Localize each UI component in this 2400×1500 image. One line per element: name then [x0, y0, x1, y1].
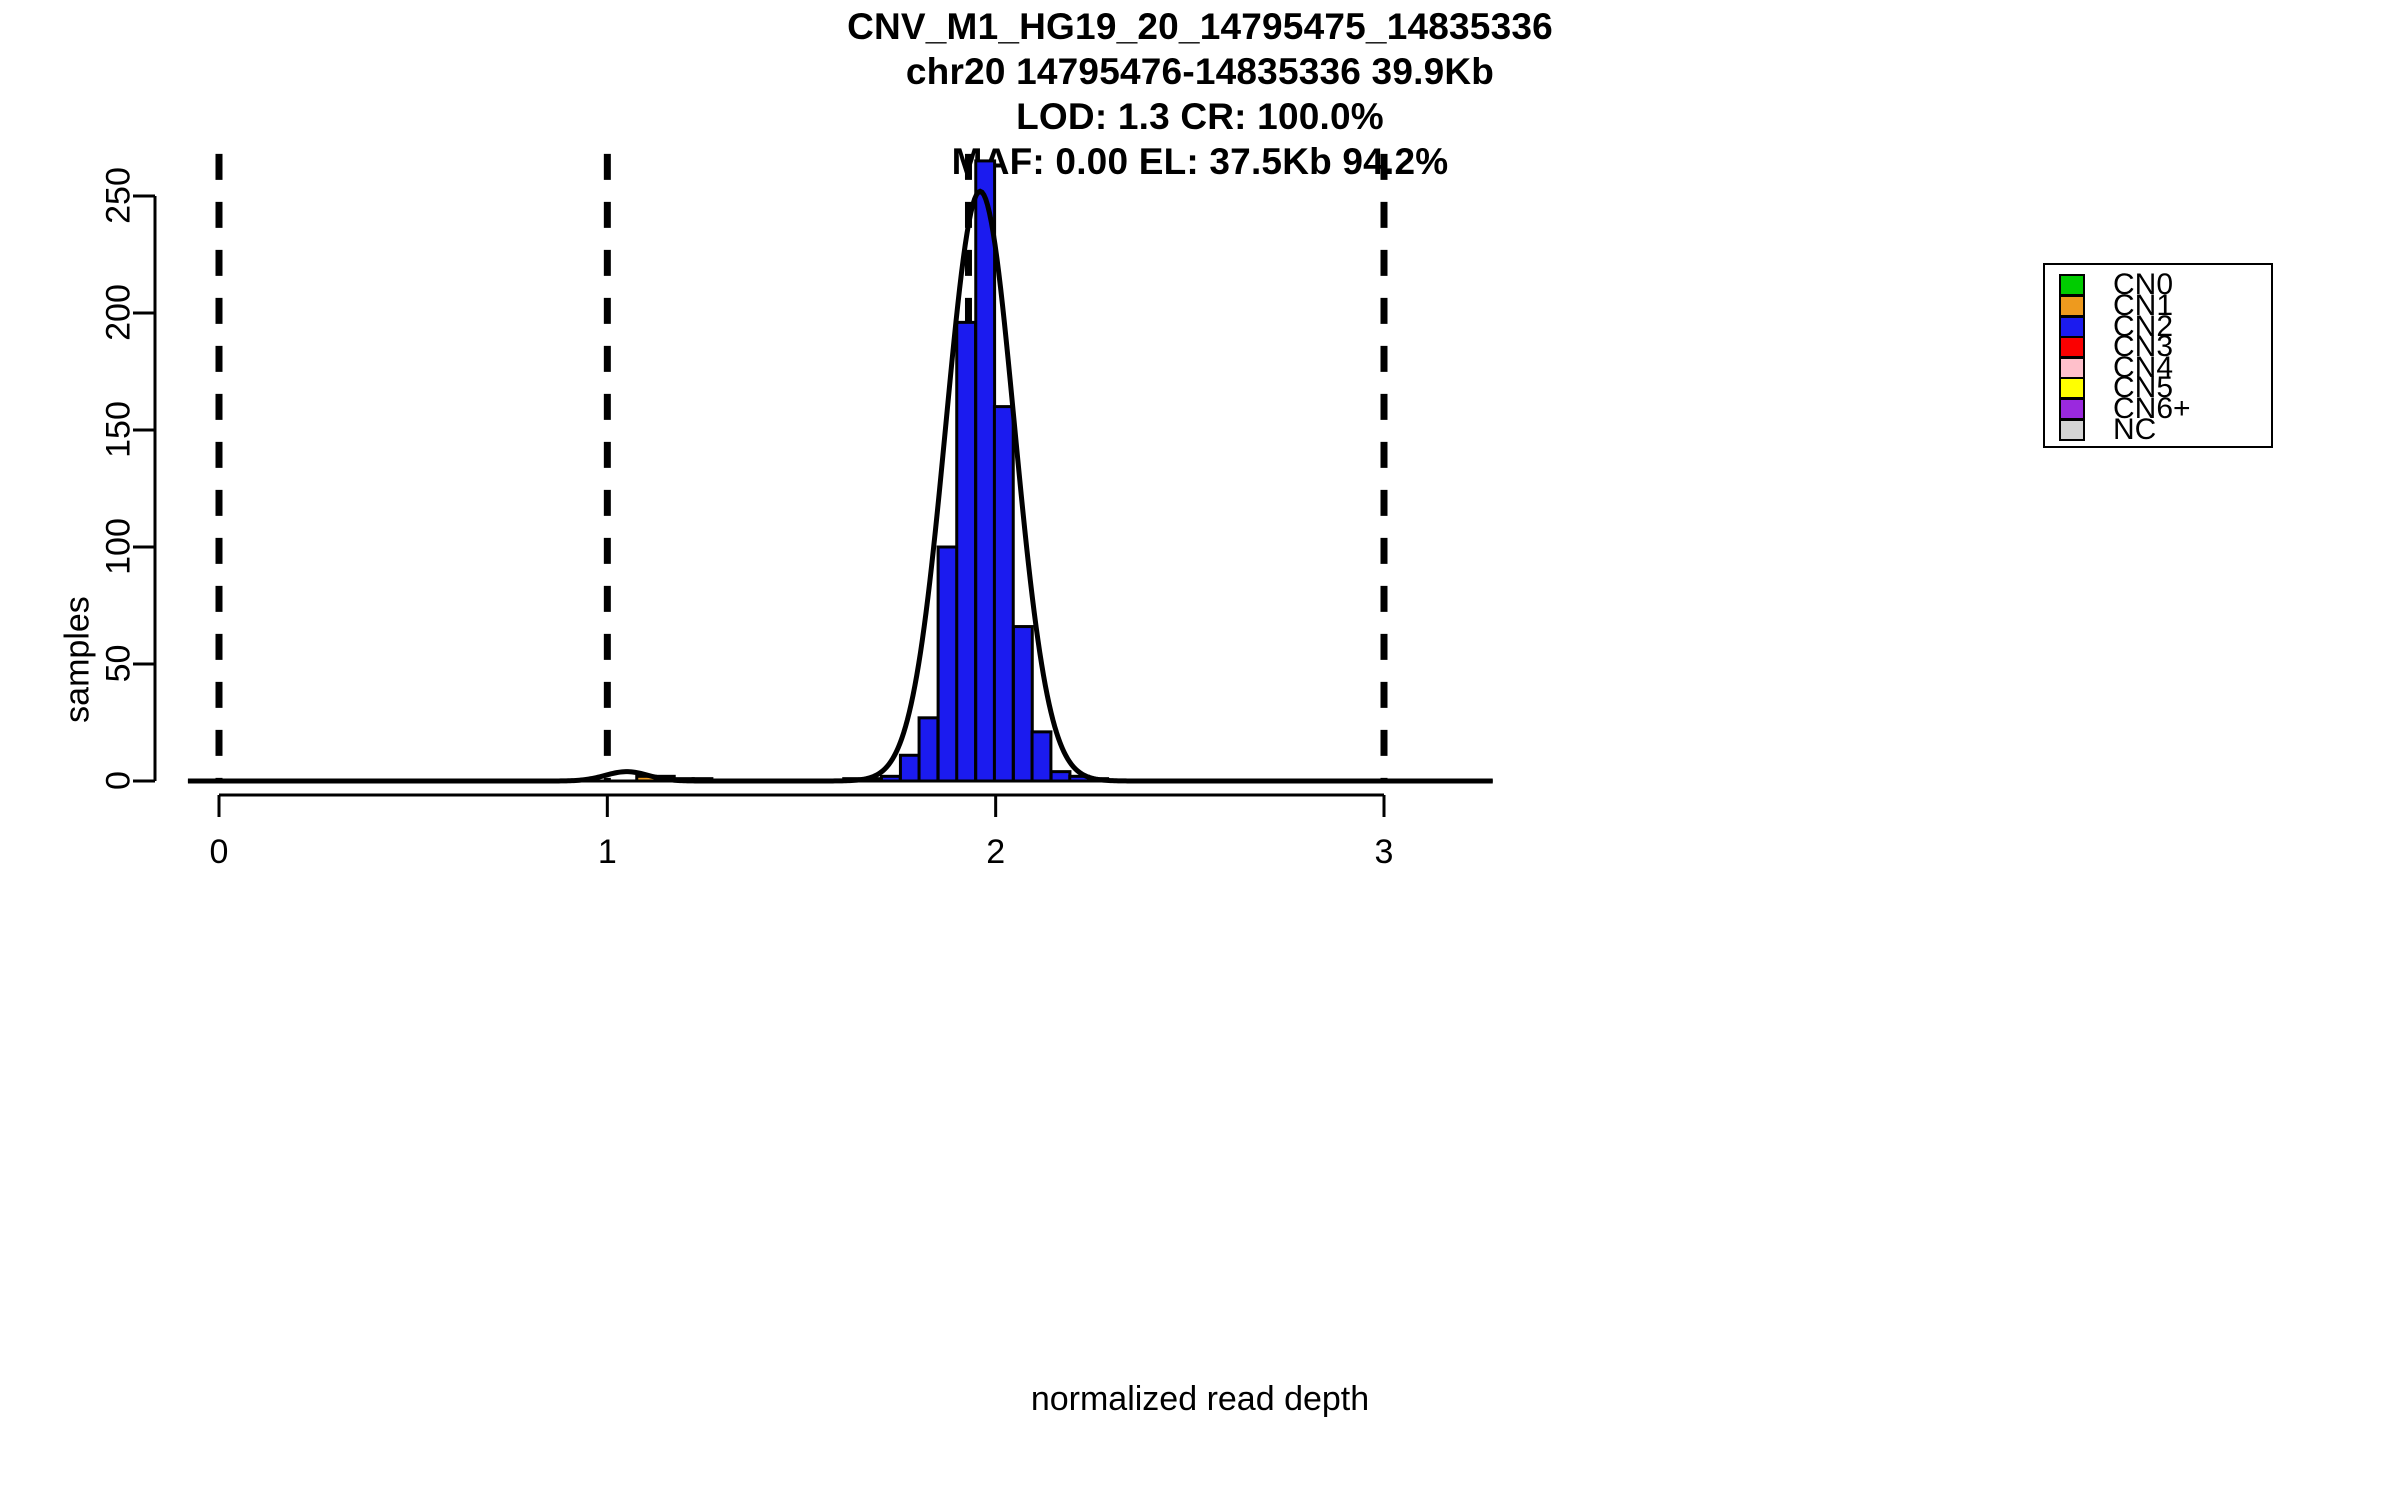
legend-swatch-icon	[2059, 377, 2085, 400]
histogram-bar	[955, 320, 978, 783]
title-line-3: LOD: 1.3 CR: 100.0%	[1016, 96, 1384, 137]
histogram-bar	[917, 716, 940, 783]
y-tick-label: 0	[99, 771, 138, 790]
legend-item-cn1[interactable]: CN1	[2045, 290, 2271, 320]
histogram-bar	[1011, 625, 1034, 783]
legend-item-cn0[interactable]: CN0	[2045, 270, 2271, 300]
density-curve	[187, 188, 1493, 784]
legend-swatch-icon	[2059, 274, 2085, 297]
legend-item-label: CN1	[2113, 288, 2174, 322]
histogram-bar	[974, 159, 997, 783]
histogram-bar	[992, 405, 1015, 783]
y-tick-label: 50	[99, 644, 138, 683]
legend-swatch-icon	[2059, 315, 2085, 338]
legend-swatch-icon	[2059, 418, 2085, 441]
x-tick-label: 3	[1374, 833, 1394, 871]
histogram-bar	[936, 545, 959, 783]
x-axis-title: normalized read depth	[1030, 1380, 1370, 1418]
y-tick-label: 100	[99, 518, 138, 575]
legend-item-cn6plus[interactable]: CN6+	[2045, 394, 2271, 424]
y-tick-label: 200	[99, 284, 138, 341]
legend-item-label: CN5	[2113, 371, 2174, 405]
x-tick-label: 2	[986, 833, 1006, 871]
legend-swatch-icon	[2059, 336, 2085, 359]
legend-swatch-icon	[2059, 294, 2085, 317]
histogram-bar	[879, 774, 902, 783]
legend-item-label: CN2	[2113, 309, 2174, 343]
legend-item-nc[interactable]: NC	[2045, 414, 2271, 444]
legend-item-label: NC	[2113, 412, 2157, 446]
legend-swatch-icon	[2059, 398, 2085, 421]
legend-item-label: CN0	[2113, 268, 2174, 302]
legend-item-cn2[interactable]: CN2	[2045, 311, 2271, 341]
title-line-1: CNV_M1_HG19_20_14795475_14835336	[847, 6, 1553, 47]
legend-item-label: CN6+	[2113, 392, 2191, 426]
legend-swatch-icon	[2059, 356, 2085, 379]
title-line-2: chr20 14795476-14835336 39.9Kb	[905, 51, 1495, 92]
histogram-bar	[898, 753, 921, 783]
histogram-bar	[1049, 770, 1072, 783]
y-tick-label: 150	[99, 401, 138, 458]
x-tick-label: 1	[597, 833, 617, 871]
legend-item-cn5[interactable]: CN5	[2045, 373, 2271, 403]
legend-item-label: CN4	[2113, 350, 2174, 384]
histogram-bar	[1030, 730, 1053, 783]
x-tick-label: 0	[209, 833, 229, 871]
y-tick-label: 250	[99, 167, 138, 224]
legend-box: CN0 CN1 CN2 CN3 CN4 CN5 CN6+ NC	[2043, 263, 2273, 448]
legend-item-label: CN3	[2113, 330, 2174, 364]
legend-item-cn4[interactable]: CN4	[2045, 352, 2271, 382]
